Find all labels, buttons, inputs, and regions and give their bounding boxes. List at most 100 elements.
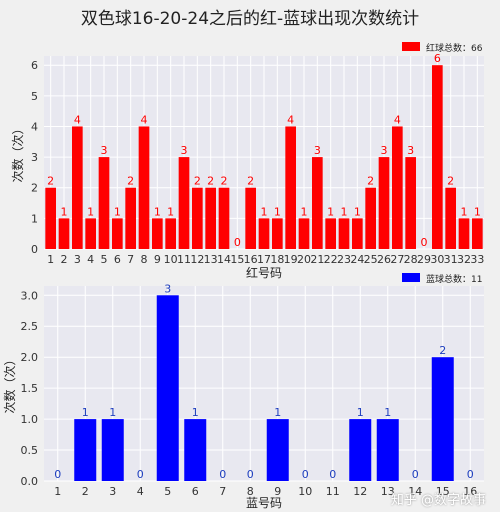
x-tick-label-0: 23 xyxy=(337,253,351,266)
bar-value-label-0: 4 xyxy=(287,113,294,126)
x-tick-label-1: 11 xyxy=(326,485,340,498)
bar-12-0 xyxy=(192,187,203,249)
bar-value-label-0: 6 xyxy=(434,52,441,65)
y-tick-label-0: 4 xyxy=(31,120,38,133)
x-tick-label-0: 20 xyxy=(297,253,311,266)
x-tick-label-0: 31 xyxy=(444,253,458,266)
bar-8-0 xyxy=(138,126,150,249)
y-tick-label-1: 2.5 xyxy=(21,320,39,333)
bar-24-0 xyxy=(352,218,363,249)
x-tick-label-0: 24 xyxy=(350,253,364,266)
x-tick-label-0: 7 xyxy=(127,253,134,266)
bar-value-label-0: 3 xyxy=(181,144,188,157)
x-tick-label-0: 25 xyxy=(364,253,378,266)
x-tick-label-0: 13 xyxy=(204,253,218,266)
x-tick-label-1: 9 xyxy=(274,485,281,498)
bar-value-label-1: 0 xyxy=(412,468,419,481)
x-tick-label-1: 2 xyxy=(82,485,89,498)
bar-value-label-0: 1 xyxy=(354,205,361,218)
bar-2-1 xyxy=(74,419,97,481)
x-tick-label-1: 10 xyxy=(298,485,312,498)
x-tick-label-0: 14 xyxy=(217,253,231,266)
bar-23-0 xyxy=(338,218,350,249)
x-tick-label-0: 6 xyxy=(114,253,121,266)
y-tick-label-0: 2 xyxy=(31,182,38,195)
bar-21-0 xyxy=(312,157,323,249)
bar-value-label-0: 1 xyxy=(301,205,308,218)
x-tick-label-1: 5 xyxy=(164,485,171,498)
bar-value-label-1: 0 xyxy=(302,468,309,481)
bar-value-label-0: 0 xyxy=(234,236,241,249)
x-tick-label-0: 3 xyxy=(74,253,81,266)
y-tick-label-0: 6 xyxy=(31,59,38,72)
bar-value-label-0: 2 xyxy=(447,175,454,188)
x-tick-label-0: 4 xyxy=(87,253,94,266)
bar-4-0 xyxy=(85,218,96,249)
bar-value-label-0: 4 xyxy=(394,113,401,126)
y-tick-label-1: 1.5 xyxy=(21,382,39,395)
y-tick-label-1: 2.0 xyxy=(21,351,39,364)
bar-22-0 xyxy=(325,218,336,249)
x-tick-label-0: 29 xyxy=(417,253,431,266)
x-tick-label-0: 11 xyxy=(177,253,191,266)
x-tick-label-0: 27 xyxy=(390,253,404,266)
bar-value-label-1: 1 xyxy=(82,406,89,419)
y-axis-title-1: 次数（次） xyxy=(2,353,17,413)
bar-value-label-0: 0 xyxy=(421,236,428,249)
chart-title: 双色球16-20-24之后的红-蓝球出现次数统计 xyxy=(80,9,420,29)
watermark: 知乎 @数字故事 xyxy=(390,493,486,508)
bar-6-1 xyxy=(184,419,207,481)
y-axis-title-0: 次数（次） xyxy=(10,122,25,182)
bar-value-label-0: 4 xyxy=(141,113,148,126)
x-tick-label-1: 3 xyxy=(109,485,116,498)
bar-value-label-0: 1 xyxy=(167,205,174,218)
bar-value-label-0: 1 xyxy=(114,205,121,218)
bar-value-label-1: 0 xyxy=(219,468,226,481)
bar-25-0 xyxy=(365,187,376,249)
x-tick-label-0: 15 xyxy=(230,253,244,266)
x-tick-label-1: 6 xyxy=(192,485,199,498)
y-tick-label-0: 1 xyxy=(31,212,38,225)
bar-value-label-1: 3 xyxy=(164,282,171,295)
bar-value-label-0: 4 xyxy=(74,113,81,126)
x-tick-label-0: 33 xyxy=(470,253,484,266)
x-tick-label-0: 8 xyxy=(141,253,148,266)
bar-value-label-0: 2 xyxy=(127,175,134,188)
bar-value-label-0: 1 xyxy=(61,205,68,218)
x-axis-title-0: 红号码 xyxy=(246,265,282,280)
x-tick-label-1: 12 xyxy=(353,485,367,498)
x-tick-label-1: 4 xyxy=(137,485,144,498)
bar-6-0 xyxy=(112,218,123,249)
x-tick-label-0: 17 xyxy=(257,253,271,266)
x-tick-label-0: 26 xyxy=(377,253,391,266)
bar-18-0 xyxy=(272,218,283,249)
legend-swatch-0 xyxy=(402,42,420,51)
x-tick-label-0: 21 xyxy=(310,253,324,266)
x-tick-label-1: 8 xyxy=(247,485,254,498)
x-tick-label-0: 19 xyxy=(284,253,298,266)
x-tick-label-0: 10 xyxy=(164,253,178,266)
y-tick-label-0: 5 xyxy=(31,90,38,103)
bar-7-0 xyxy=(125,187,136,249)
x-tick-label-1: 7 xyxy=(219,485,226,498)
bar-5-0 xyxy=(98,157,110,249)
bar-value-label-0: 2 xyxy=(207,175,214,188)
legend-label-0: 红球总数：66 xyxy=(426,42,483,54)
bar-value-label-0: 1 xyxy=(341,205,348,218)
bar-3-1 xyxy=(101,419,124,481)
bar-value-label-0: 1 xyxy=(87,205,94,218)
bar-value-label-0: 1 xyxy=(154,205,161,218)
bar-value-label-0: 3 xyxy=(407,144,414,157)
bar-value-label-1: 2 xyxy=(439,344,446,357)
x-tick-label-1: 15 xyxy=(436,485,450,498)
bar-30-0 xyxy=(432,65,443,249)
bar-26-0 xyxy=(378,157,390,249)
legend-swatch-1 xyxy=(402,273,420,282)
x-tick-label-0: 18 xyxy=(270,253,284,266)
x-tick-label-0: 12 xyxy=(190,253,204,266)
bar-value-label-0: 1 xyxy=(474,205,481,218)
bar-15-1 xyxy=(431,357,454,481)
y-tick-label-1: 0.0 xyxy=(21,475,39,488)
bar-value-label-0: 2 xyxy=(247,175,254,188)
bar-value-label-1: 1 xyxy=(109,406,116,419)
